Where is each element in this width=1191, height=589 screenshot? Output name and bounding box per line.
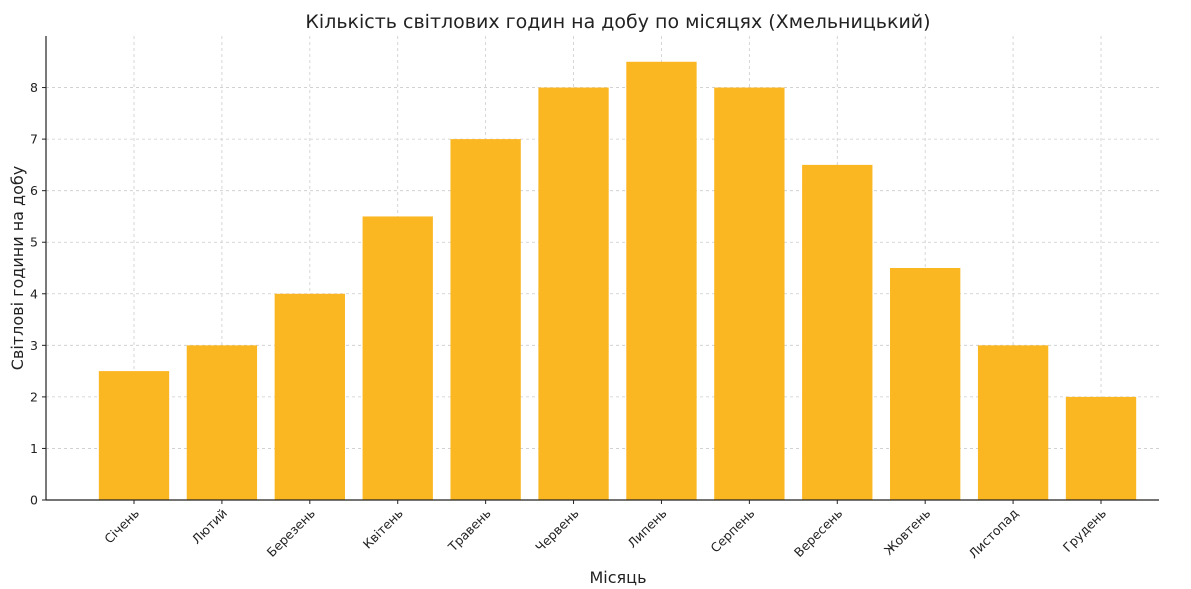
y-axis-ticks: 0 1 2 3 4 5 6 7 8 xyxy=(30,80,46,508)
bar-1 xyxy=(98,371,170,500)
x-tick-label: Жовтень xyxy=(881,506,933,558)
y-tick-label: 6 xyxy=(30,183,38,198)
bar-10 xyxy=(890,268,961,500)
bar-6 xyxy=(538,87,609,501)
x-tick-label: Липень xyxy=(624,506,669,551)
x-tick-label: Лютий xyxy=(189,506,230,547)
y-tick-label: 2 xyxy=(30,389,38,404)
y-tick-label: 0 xyxy=(30,493,38,508)
x-tick-label: Вересень xyxy=(791,506,845,560)
x-tick-label: Грудень xyxy=(1060,506,1109,555)
x-tick-label: Квітень xyxy=(360,506,406,552)
bar-9 xyxy=(802,164,873,500)
bar-3 xyxy=(274,293,345,500)
bar-2 xyxy=(186,345,258,500)
y-axis-label: Світлові години на добу xyxy=(8,166,27,370)
bars xyxy=(98,61,1137,501)
x-tick-label: Травень xyxy=(444,506,493,555)
y-tick-label: 5 xyxy=(30,235,38,250)
x-tick-label: Червень xyxy=(532,506,581,555)
x-axis-ticks: Січень Лютий Березень Квітень Травень Червень… xyxy=(101,500,1109,561)
x-tick-label: Серпень xyxy=(707,506,757,556)
y-tick-label: 1 xyxy=(30,441,38,456)
bar-12 xyxy=(1065,396,1137,500)
x-axis-label: Місяць xyxy=(590,568,647,587)
x-tick-label: Листопад xyxy=(965,506,1021,562)
bar-11 xyxy=(977,345,1049,500)
bar-8 xyxy=(714,87,785,501)
chart-title: Кількість світлових годин на добу по міс… xyxy=(305,11,930,33)
bar-4 xyxy=(362,216,433,500)
bar-5 xyxy=(450,139,521,500)
x-tick-label: Березень xyxy=(264,506,318,560)
y-tick-label: 7 xyxy=(30,132,38,147)
x-tick-label: Січень xyxy=(101,506,142,547)
y-tick-label: 8 xyxy=(30,80,38,95)
y-tick-label: 3 xyxy=(30,338,38,353)
y-tick-label: 4 xyxy=(30,286,38,301)
bar-7 xyxy=(626,61,697,501)
